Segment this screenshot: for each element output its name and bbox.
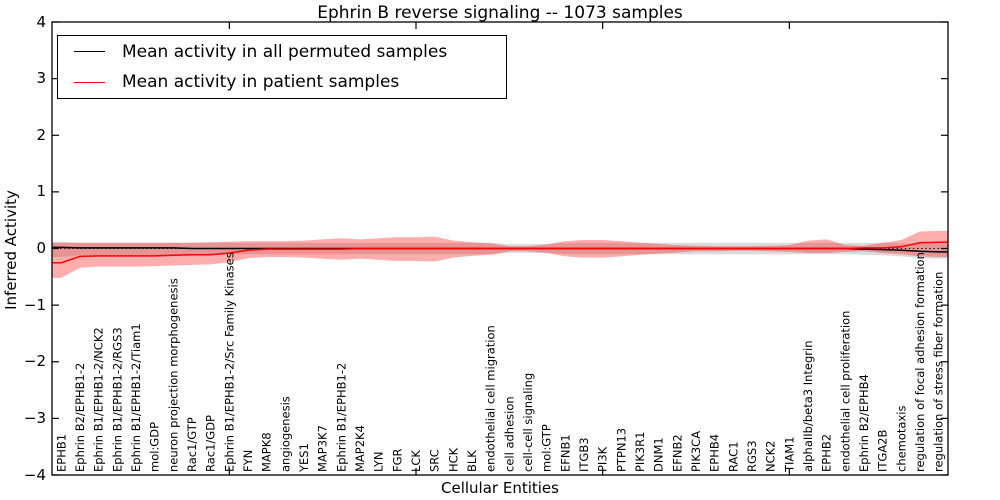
x-category-label: BLK <box>465 450 479 472</box>
x-category-label: MAP2K4 <box>353 425 367 472</box>
x-category-label: angiogenesis <box>278 396 292 472</box>
x-category-label: LYN <box>372 451 386 472</box>
x-category-label: PI3K <box>596 446 610 472</box>
x-category-label: NCK2 <box>764 441 778 473</box>
x-category-label: Ephrin B2/EPHB1-2 <box>73 363 87 472</box>
x-category-label: regulation of focal adhesion formation <box>913 252 927 472</box>
x-category-label: cell adhesion <box>502 396 516 472</box>
x-category-label: RGS3 <box>745 440 759 472</box>
x-category-label: FGR <box>390 448 404 472</box>
legend-item-patient: Mean activity in patient samples <box>58 68 506 97</box>
x-category-label: mol:GDP <box>148 422 162 472</box>
x-category-label: EFNB1 <box>558 434 572 472</box>
x-category-label: regulation of stress fiber formation <box>932 272 946 472</box>
x-category-label: neuron projection morphogenesis <box>166 278 180 472</box>
x-category-label: Rac1/GDP <box>204 415 218 472</box>
x-axis-label: Cellular Entities <box>441 479 559 497</box>
band-patient <box>52 230 948 278</box>
mean-line-patient <box>52 241 948 264</box>
x-category-label: MAP3K7 <box>316 425 330 472</box>
legend-label-permuted: Mean activity in all permuted samples <box>122 41 448 62</box>
x-category-label: Ephrin B2/EPHB4 <box>857 374 871 472</box>
x-category-label: MAPK8 <box>260 432 274 472</box>
x-category-label: EPHB4 <box>708 434 722 472</box>
x-category-label: Ephrin B1/EPHB1-2/RGS3 <box>110 327 124 472</box>
x-category-label: DNM1 <box>652 437 666 472</box>
x-category-label: PIK3CA <box>689 431 703 472</box>
x-category-label: ITGA2B <box>876 429 890 472</box>
x-category-label: TIAM1 <box>782 436 796 473</box>
x-category-label: cell-cell signaling <box>521 373 535 472</box>
x-category-label: PIK3R1 <box>633 432 647 473</box>
x-category-label: Ephrin B1/EPHB1-2 <box>334 363 348 472</box>
legend-item-permuted: Mean activity in all permuted samples <box>58 37 506 66</box>
legend-line-sample-patient <box>74 81 105 83</box>
x-category-label: alphaIIb/beta3 Integrin <box>801 340 815 472</box>
x-category-label: Ephrin B1/EPHB1-2/Tiam1 <box>129 323 143 472</box>
band-permuted <box>52 241 948 259</box>
x-category-label: YES1 <box>297 443 311 473</box>
x-category-label: Ephrin B1/EPHB1-2/NCK2 <box>92 327 106 472</box>
x-category-label: endothelial cell proliferation <box>838 311 852 472</box>
x-category-label: EPHB2 <box>820 434 834 472</box>
x-category-label: Rac1/GTP <box>185 417 199 472</box>
x-category-label: EFNB2 <box>670 434 684 472</box>
x-category-label: LCK <box>409 450 423 472</box>
legend: Mean activity in all permuted samples Me… <box>57 35 507 99</box>
x-category-label: Ephrin B1/EPHB1-2/Src Family Kinases <box>222 252 236 472</box>
chart-title: Ephrin B reverse signaling -- 1073 sampl… <box>317 3 683 23</box>
x-category-label: ITGB3 <box>577 437 591 472</box>
x-category-label: HCK <box>446 447 460 472</box>
x-category-label: chemotaxis <box>894 406 908 472</box>
legend-line-sample-permuted <box>74 51 105 53</box>
x-category-label: mol:GTP <box>540 424 554 472</box>
x-category-label: PTPN13 <box>614 428 628 472</box>
x-category-label: EPHB1 <box>54 434 68 472</box>
x-category-label: FYN <box>241 450 255 472</box>
x-category-label: SRC <box>428 449 442 472</box>
x-category-label: RAC1 <box>726 441 740 472</box>
x-category-label: endothelial cell migration <box>484 325 498 472</box>
legend-label-patient: Mean activity in patient samples <box>122 72 400 93</box>
